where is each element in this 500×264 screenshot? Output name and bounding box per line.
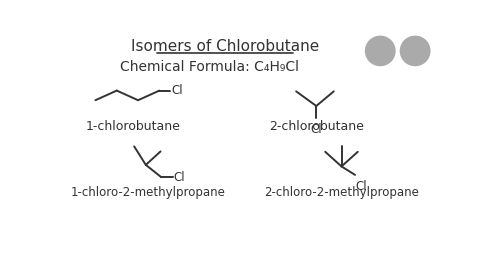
Circle shape	[400, 36, 430, 65]
Text: Cl: Cl	[356, 180, 368, 192]
Text: Chemical Formula: C₄H₉Cl: Chemical Formula: C₄H₉Cl	[120, 60, 299, 74]
Text: Cl: Cl	[174, 171, 186, 184]
Text: □: □	[409, 44, 421, 58]
Text: 2-chlorobutane: 2-chlorobutane	[269, 120, 364, 133]
Text: 1-chloro-2-methylpropane: 1-chloro-2-methylpropane	[70, 186, 225, 199]
Text: 1-chlorobutane: 1-chlorobutane	[86, 120, 180, 133]
Text: Cl: Cl	[310, 123, 322, 136]
Circle shape	[366, 36, 395, 65]
Text: Cl: Cl	[171, 84, 182, 97]
Text: 2-chloro-2-methylpropane: 2-chloro-2-methylpropane	[264, 186, 419, 199]
Text: <: <	[374, 44, 386, 58]
Text: Isomers of Chlorobutane: Isomers of Chlorobutane	[131, 39, 320, 54]
